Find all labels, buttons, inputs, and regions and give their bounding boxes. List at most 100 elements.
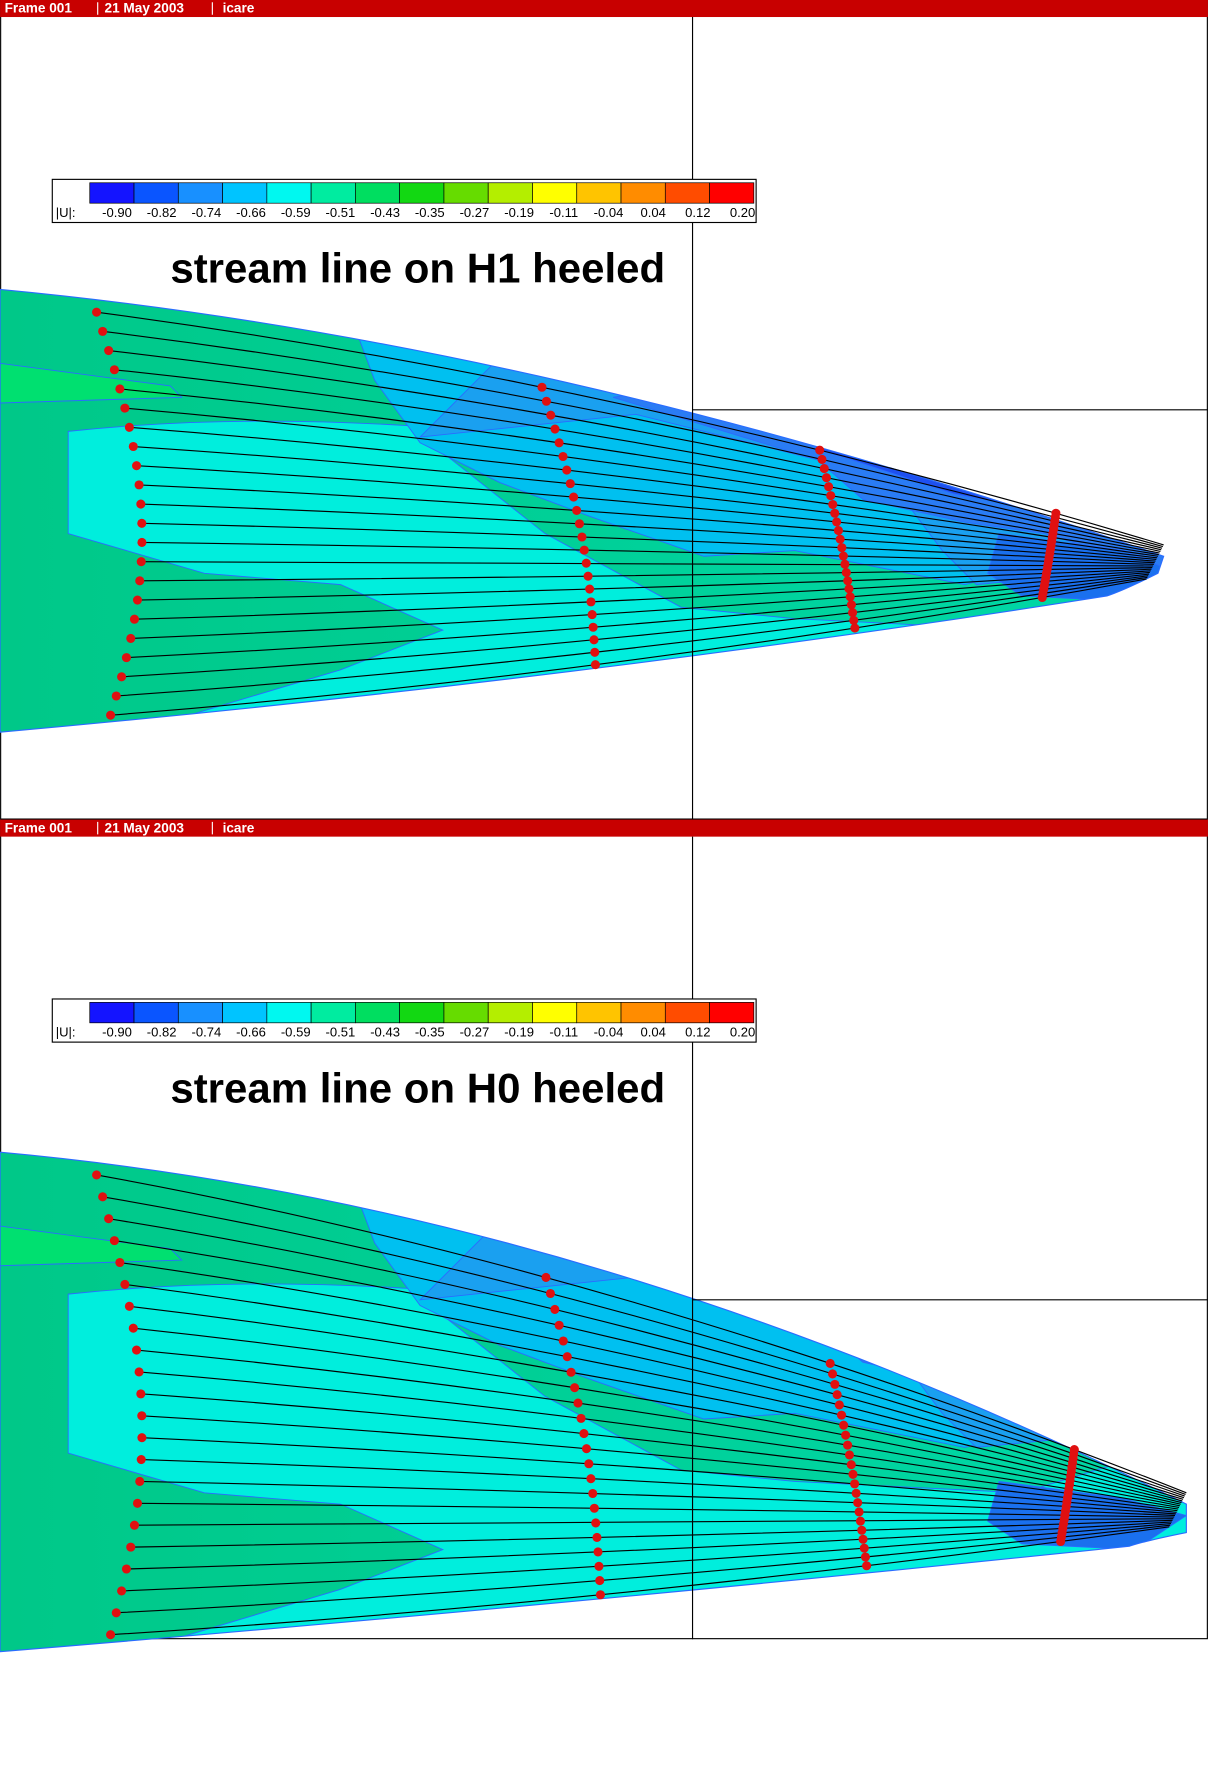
streamline-seed xyxy=(133,1499,142,1508)
streamline-seed xyxy=(586,597,595,606)
streamline-seed xyxy=(856,1517,865,1526)
streamline-seed xyxy=(840,560,849,569)
legend-tick: -0.66 xyxy=(236,205,266,220)
legend-tick: 0.04 xyxy=(640,1024,665,1039)
plot-title: stream line on H0 heeled xyxy=(170,1064,665,1111)
legend-label: |U|: xyxy=(56,1024,76,1039)
streamline-seed xyxy=(106,711,115,720)
page: {"frames": [ {"header": ["Frame 001", "2… xyxy=(0,0,1208,1780)
streamline-seed xyxy=(104,346,113,355)
streamline-seed xyxy=(830,509,839,518)
streamline-seed xyxy=(594,1562,603,1571)
streamline-seed xyxy=(588,610,597,619)
streamline-seed xyxy=(126,1543,135,1552)
legend-tick: -0.35 xyxy=(415,205,445,220)
streamline-seed xyxy=(1056,1537,1065,1546)
streamline-seed xyxy=(589,623,598,632)
streamline-seed xyxy=(837,1411,846,1420)
legend-swatch xyxy=(355,183,399,203)
streamline-seed xyxy=(550,1305,559,1314)
streamline-seed xyxy=(826,491,835,500)
legend-swatch xyxy=(665,1002,709,1022)
streamline-seed xyxy=(110,365,119,374)
streamline-seed xyxy=(847,1460,856,1469)
streamline-seed xyxy=(580,546,589,555)
streamline-seed xyxy=(132,461,141,470)
streamline-seed xyxy=(541,1273,550,1282)
streamline-seed xyxy=(137,557,146,566)
streamline-seed xyxy=(133,595,142,604)
streamline-seed xyxy=(845,1450,854,1459)
streamline-seed xyxy=(842,568,851,577)
streamline-seed xyxy=(848,1470,857,1479)
streamline-seed xyxy=(836,535,845,544)
streamline-seed xyxy=(847,600,856,609)
streamline-seed xyxy=(591,1518,600,1527)
streamline-seed xyxy=(559,1336,568,1345)
streamline-seed xyxy=(590,1504,599,1513)
streamline-seed xyxy=(115,1258,124,1267)
streamline-seed xyxy=(844,584,853,593)
legend-tick: -0.82 xyxy=(147,205,177,220)
streamline-seed xyxy=(835,1400,844,1409)
streamline-seed xyxy=(826,1359,835,1368)
streamline-seed xyxy=(135,1477,144,1486)
streamline-seed xyxy=(120,1280,129,1289)
legend-tick: -0.35 xyxy=(415,1024,445,1039)
streamline-seed xyxy=(555,438,564,447)
streamline-seed xyxy=(584,572,593,581)
header-text: 21 May 2003 xyxy=(105,820,185,835)
streamline-seed xyxy=(830,1380,839,1389)
streamline-seed xyxy=(861,1552,870,1561)
streamline-seed xyxy=(542,397,551,406)
legend-tick: -0.90 xyxy=(102,1024,132,1039)
legend-swatch xyxy=(311,183,355,203)
legend-tick: -0.82 xyxy=(147,1024,177,1039)
streamline-seed xyxy=(841,1431,850,1440)
streamline-seed xyxy=(593,1547,602,1556)
legend-tick: -0.43 xyxy=(370,1024,400,1039)
legend-tick: 0.20 xyxy=(730,205,755,220)
legend-tick: -0.04 xyxy=(594,1024,624,1039)
streamline-seed xyxy=(125,1302,134,1311)
streamline-seed xyxy=(592,1533,601,1542)
streamline-seed xyxy=(130,615,139,624)
legend-swatch xyxy=(400,183,444,203)
streamline-seed xyxy=(1038,593,1047,602)
streamline-seed xyxy=(112,691,121,700)
legend-swatch xyxy=(665,183,709,203)
legend-swatch xyxy=(577,1002,621,1022)
legend-swatch xyxy=(223,183,267,203)
streamline-seed xyxy=(135,1367,144,1376)
streamline-seed xyxy=(566,479,575,488)
streamline-seed xyxy=(137,1455,146,1464)
streamline-seed xyxy=(136,500,145,509)
streamline-seed xyxy=(132,1346,141,1355)
streamline-seed xyxy=(582,1444,591,1453)
streamline-seed xyxy=(853,1498,862,1507)
legend-swatch xyxy=(488,183,532,203)
legend-swatch xyxy=(134,1002,178,1022)
streamline-seed xyxy=(115,384,124,393)
legend-swatch xyxy=(223,1002,267,1022)
streamline-seed xyxy=(843,1441,852,1450)
legend-tick: -0.19 xyxy=(504,1024,534,1039)
streamline-seed xyxy=(122,1564,131,1573)
legend-swatch xyxy=(444,183,488,203)
streamline-seed xyxy=(563,1352,572,1361)
streamline-seed xyxy=(588,1489,597,1498)
streamline-seed xyxy=(584,1459,593,1468)
streamline-seed xyxy=(112,1608,121,1617)
streamline-seed xyxy=(125,423,134,432)
streamline-seed xyxy=(92,308,101,317)
streamline-seed xyxy=(546,1289,555,1298)
streamline-seed xyxy=(595,1576,604,1585)
streamline-seed xyxy=(98,327,107,336)
streamline-seed xyxy=(848,608,857,617)
legend-tick: -0.74 xyxy=(191,1024,221,1039)
legend-swatch xyxy=(267,1002,311,1022)
streamline-seed xyxy=(577,532,586,541)
streamline-seed xyxy=(106,1630,115,1639)
frame: Frame 00121 May 2003icare|U|:-0.90-0.82-… xyxy=(0,820,1208,1652)
